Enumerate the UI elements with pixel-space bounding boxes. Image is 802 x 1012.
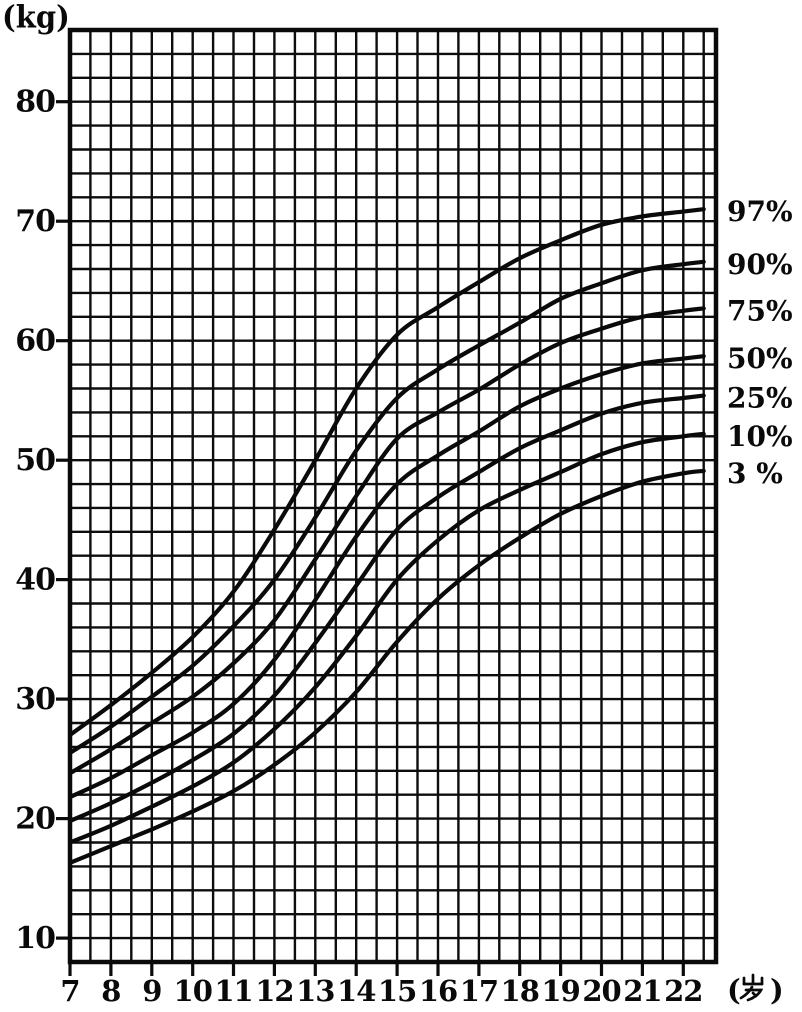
- y-axis-labels: 10 20 30 40 50 60 70 80: [15, 85, 56, 956]
- y-axis-unit-label: (kg): [2, 0, 70, 35]
- percentile-label: 50%: [727, 342, 793, 375]
- percentile-curve-50: [67, 354, 706, 800]
- percentile-curve-10: [67, 431, 706, 845]
- glyph-stroke: [751, 991, 758, 998]
- glyph-stroke: [739, 985, 754, 1000]
- x-tick-label: 14: [337, 974, 375, 1008]
- x-unit-close-paren: ): [770, 973, 784, 1007]
- axis-ticks: [56, 100, 685, 976]
- percentile-label: 10%: [727, 420, 793, 453]
- percentile-label: 3 %: [727, 457, 783, 490]
- x-tick-label: 21: [623, 974, 661, 1008]
- percentile-curve-3: [67, 468, 706, 865]
- x-tick-label: 18: [501, 974, 539, 1008]
- y-tick-label: 50: [15, 443, 55, 478]
- percentile-curve-97: [67, 207, 706, 738]
- x-axis-labels: 7 8 9 10 11 12 13 14 15 16 17 18 19 20 21 22: [60, 974, 703, 1008]
- y-tick-label: 80: [15, 85, 55, 120]
- x-tick-label: 22: [664, 974, 702, 1008]
- x-tick-label: 17: [460, 974, 498, 1008]
- percentile-curve-25: [67, 393, 706, 824]
- percentile-curve-75: [67, 306, 706, 776]
- x-tick-label: 10: [174, 974, 212, 1008]
- y-tick-label: 20: [15, 802, 55, 837]
- percentile-label: 25%: [727, 382, 793, 415]
- x-tick-label: 15: [378, 974, 416, 1008]
- x-tick-label: 12: [255, 974, 293, 1008]
- x-tick-label: 16: [419, 974, 457, 1008]
- percentile-curves: [67, 207, 706, 865]
- y-tick-label: 70: [15, 204, 55, 239]
- x-unit-open-paren: (: [727, 973, 741, 1007]
- x-tick-label: 19: [541, 974, 579, 1008]
- y-tick-label: 40: [15, 563, 55, 598]
- x-tick-label: 7: [60, 974, 79, 1008]
- percentile-curve-90: [67, 259, 706, 755]
- y-tick-label: 10: [15, 921, 55, 956]
- percentile-label: 90%: [727, 248, 793, 281]
- x-tick-label: 8: [101, 974, 120, 1008]
- percentile-label: 75%: [727, 294, 793, 327]
- percentile-labels: 97% 90% 75% 50% 25% 10% 3 %: [727, 195, 793, 490]
- x-axis-unit-label: (): [727, 973, 784, 1007]
- x-tick-label: 9: [142, 974, 161, 1008]
- x-tick-label: 20: [582, 974, 620, 1008]
- x-tick-label: 11: [214, 974, 252, 1008]
- sui-year-character-glyph: [739, 973, 764, 1002]
- x-tick-label: 13: [296, 974, 334, 1008]
- percentile-label: 97%: [727, 195, 793, 228]
- y-tick-label: 30: [15, 682, 55, 717]
- plot-border: [67, 27, 719, 965]
- y-tick-label: 60: [15, 324, 55, 359]
